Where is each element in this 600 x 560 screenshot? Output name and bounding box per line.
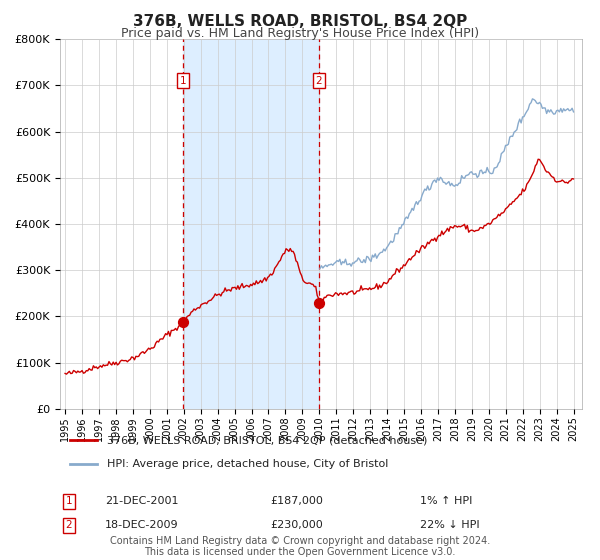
Text: 1: 1 xyxy=(180,76,187,86)
Text: 2: 2 xyxy=(65,520,73,530)
Text: HPI: Average price, detached house, City of Bristol: HPI: Average price, detached house, City… xyxy=(107,459,388,469)
Point xyxy=(178,318,188,327)
Text: Price paid vs. HM Land Registry's House Price Index (HPI): Price paid vs. HM Land Registry's House … xyxy=(121,27,479,40)
Text: £187,000: £187,000 xyxy=(270,496,323,506)
Bar xyxy=(183,39,319,409)
Text: 22% ↓ HPI: 22% ↓ HPI xyxy=(420,520,479,530)
Text: 18-DEC-2009: 18-DEC-2009 xyxy=(105,520,179,530)
Text: Contains HM Land Registry data © Crown copyright and database right 2024.
This d: Contains HM Land Registry data © Crown c… xyxy=(110,535,490,557)
Point xyxy=(314,298,323,307)
Text: 376B, WELLS ROAD, BRISTOL, BS4 2QP (detached house): 376B, WELLS ROAD, BRISTOL, BS4 2QP (deta… xyxy=(107,436,427,446)
Text: 21-DEC-2001: 21-DEC-2001 xyxy=(105,496,179,506)
Text: 1: 1 xyxy=(65,496,73,506)
Text: £230,000: £230,000 xyxy=(270,520,323,530)
Text: 376B, WELLS ROAD, BRISTOL, BS4 2QP: 376B, WELLS ROAD, BRISTOL, BS4 2QP xyxy=(133,14,467,29)
Text: 2: 2 xyxy=(316,76,322,86)
Text: 1% ↑ HPI: 1% ↑ HPI xyxy=(420,496,472,506)
